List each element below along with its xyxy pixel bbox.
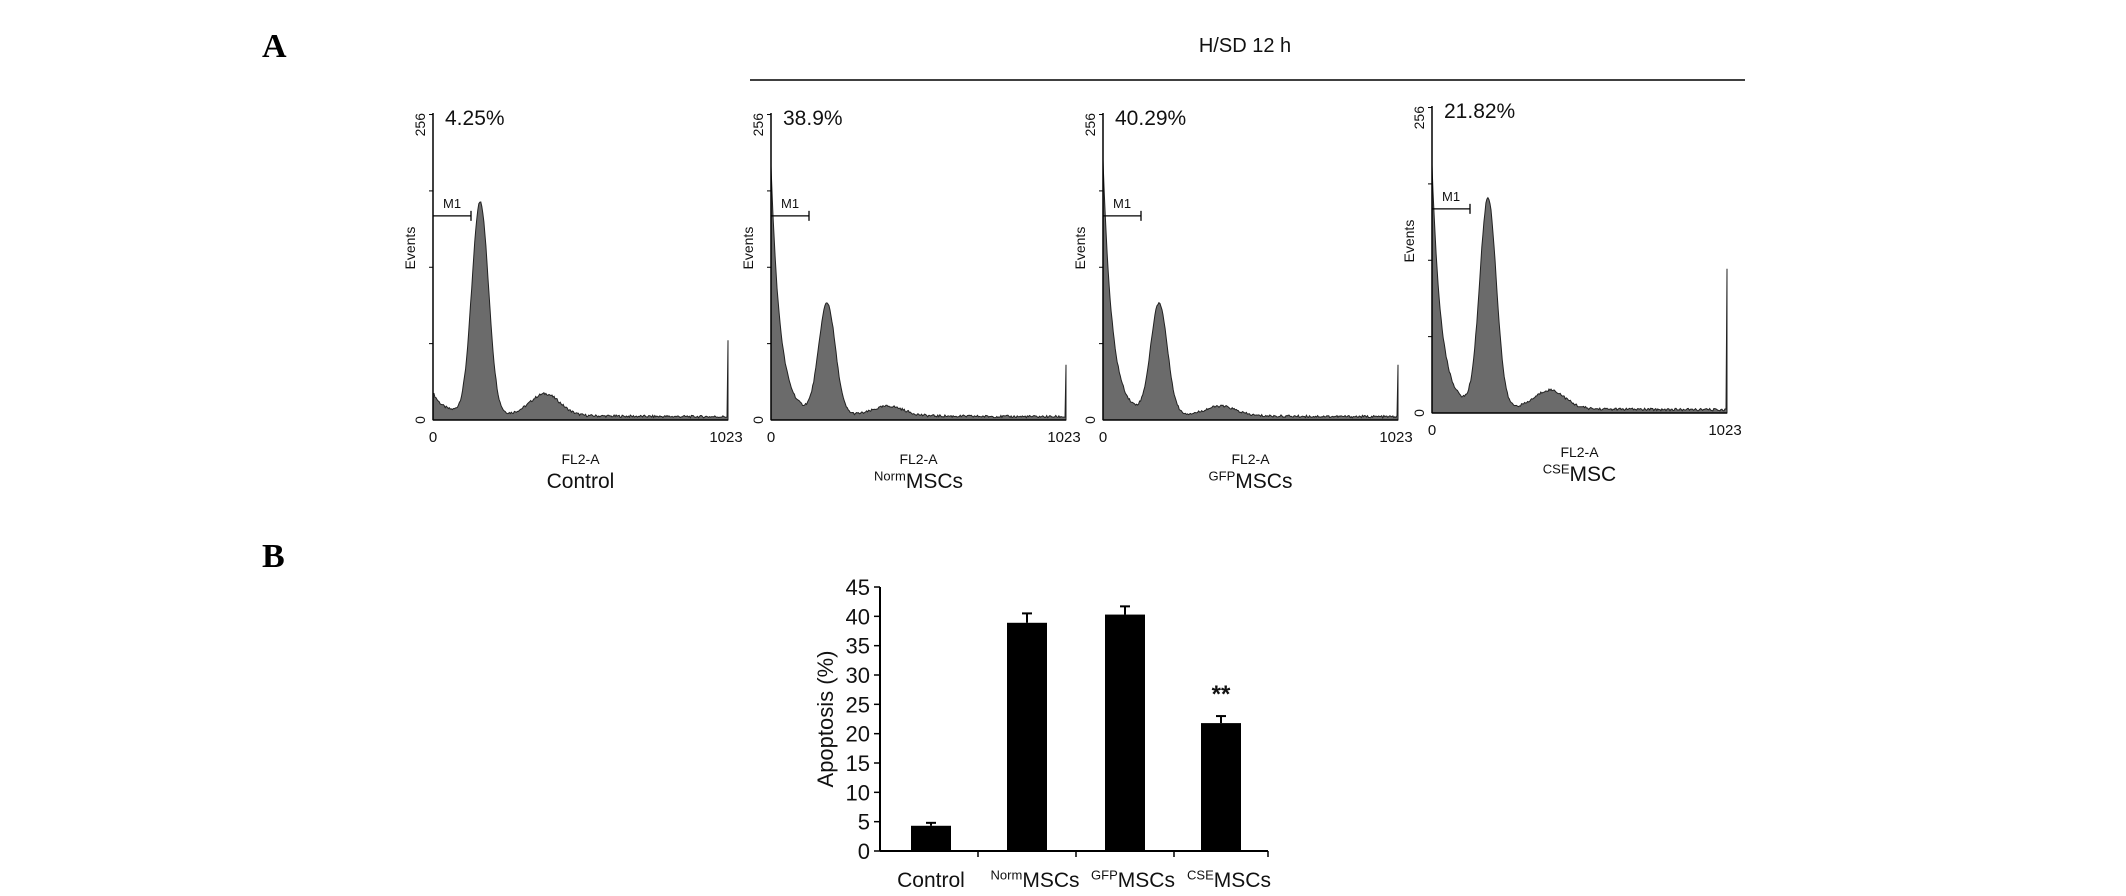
- x-tick-max: 1023: [709, 429, 742, 446]
- sample-label: Control: [547, 470, 615, 493]
- significance-mark: **: [1212, 681, 1231, 708]
- category-label: CSEMSCs: [1187, 868, 1271, 892]
- y-tick-min: 0: [750, 416, 766, 424]
- x-tick-max: 1023: [1379, 429, 1412, 446]
- category-label: Control: [897, 869, 965, 892]
- y-tick-label: 25: [846, 692, 870, 717]
- x-tick-min: 0: [429, 429, 437, 446]
- histogram-area: [770, 166, 1067, 421]
- y-tick-label: 45: [846, 575, 870, 600]
- bar: [1201, 723, 1241, 851]
- bar: [1105, 614, 1145, 851]
- y-axis-label: Events: [740, 227, 756, 270]
- y-axis-label: Apoptosis (%): [813, 651, 838, 788]
- category-label-base: Control: [897, 869, 965, 892]
- bar: [911, 825, 951, 851]
- histogram-NormMSCs: 256 0 Events 0 1023 FL2-A 38.9% M1 NormMSCs: [740, 107, 1081, 493]
- y-tick-label: 35: [846, 634, 870, 659]
- y-axis-label: Events: [1401, 220, 1417, 263]
- y-axis-label: Events: [402, 227, 418, 270]
- y-tick-label: 20: [846, 722, 870, 747]
- histogram-Control: 256 0 Events 0 1023 FL2-A 4.25% M1 Control: [402, 107, 743, 493]
- category-label-base: MSCs: [1214, 869, 1271, 892]
- y-tick-max: 256: [1082, 113, 1098, 137]
- sample-label-prefix: GFP: [1209, 469, 1236, 484]
- m1-marker-label: M1: [781, 196, 799, 211]
- histogram-area: [432, 201, 729, 421]
- histogram-area: [1431, 164, 1728, 414]
- m1-marker-label: M1: [443, 196, 461, 211]
- x-tick-min: 0: [1099, 429, 1107, 446]
- sample-label: GFPMSCs: [1209, 469, 1293, 493]
- category-label-base: MSCs: [1118, 869, 1175, 892]
- sample-label: NormMSCs: [874, 469, 963, 493]
- y-tick-label: 5: [858, 810, 870, 835]
- x-tick-max: 1023: [1047, 429, 1080, 446]
- histogram-CSEMSC: 256 0 Events 0 1023 FL2-A 21.82% M1 CSEMSC: [1401, 100, 1742, 486]
- x-axis-label: FL2-A: [899, 451, 938, 467]
- sample-label-base: MSC: [1570, 463, 1617, 486]
- m1-marker-label: M1: [1113, 196, 1131, 211]
- y-tick-min: 0: [1082, 416, 1098, 424]
- histogram-GFPMSCs: 256 0 Events 0 1023 FL2-A 40.29% M1 GFPMSCs: [1072, 107, 1413, 493]
- category-label: GFPMSCs: [1091, 868, 1175, 892]
- x-tick-max: 1023: [1708, 422, 1741, 439]
- apoptosis-percent: 38.9%: [783, 107, 843, 130]
- y-tick-max: 256: [412, 113, 428, 137]
- apoptosis-percent: 4.25%: [445, 107, 505, 130]
- y-tick-min: 0: [412, 416, 428, 424]
- sample-label: CSEMSC: [1543, 462, 1616, 486]
- x-axis-label: FL2-A: [1560, 444, 1599, 460]
- y-tick-min: 0: [1411, 409, 1427, 417]
- y-tick-max: 256: [1411, 106, 1427, 130]
- category-label-prefix: GFP: [1091, 868, 1118, 883]
- y-axis-label: Events: [1072, 227, 1088, 270]
- sample-label-base: MSCs: [1235, 470, 1292, 493]
- y-tick-label: 10: [846, 780, 870, 805]
- y-tick-label: 15: [846, 751, 870, 776]
- category-label-prefix: CSE: [1187, 868, 1214, 883]
- y-tick-max: 256: [750, 113, 766, 137]
- x-tick-min: 0: [1428, 422, 1436, 439]
- histogram-area: [1102, 160, 1399, 421]
- y-tick-label: 0: [858, 839, 870, 864]
- apoptosis-percent: 21.82%: [1444, 100, 1515, 123]
- sample-label-prefix: CSE: [1543, 462, 1570, 477]
- x-axis-label: FL2-A: [1231, 451, 1270, 467]
- bar-chart: 0 5 10 15 20 25 30 35 40 45 Apoptosis (%) Control No…: [813, 575, 1271, 892]
- x-axis-label: FL2-A: [561, 451, 600, 467]
- y-tick-label: 40: [846, 604, 870, 629]
- panel-label-a: A: [262, 28, 287, 65]
- apoptosis-percent: 40.29%: [1115, 107, 1186, 130]
- sample-label-prefix: Norm: [874, 469, 906, 484]
- sample-label-base: MSCs: [906, 470, 963, 493]
- panel-label-b: B: [262, 538, 285, 575]
- condition-header: H/SD 12 h: [1199, 35, 1291, 57]
- category-label-prefix: Norm: [991, 868, 1023, 883]
- m1-marker-label: M1: [1442, 189, 1460, 204]
- category-label-base: MSCs: [1022, 869, 1079, 892]
- sample-label-base: Control: [547, 470, 615, 493]
- bar: [1007, 622, 1047, 851]
- category-label: NormMSCs: [991, 868, 1080, 892]
- x-tick-min: 0: [767, 429, 775, 446]
- y-tick-label: 30: [846, 663, 870, 688]
